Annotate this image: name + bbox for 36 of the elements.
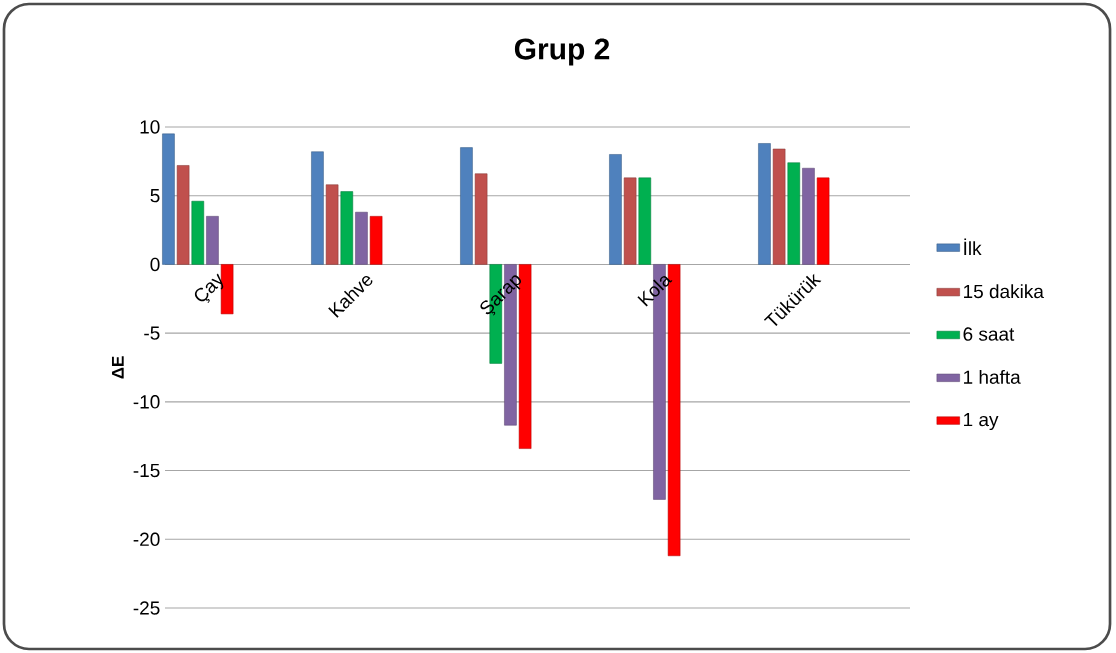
bar [369, 216, 383, 265]
y-tick-label: -25 [133, 601, 160, 615]
x-tick-label: Kola [637, 275, 673, 307]
y-axis-title: ΔE [111, 356, 124, 379]
legend-label: İlk [964, 238, 982, 255]
x-tick-label: Çay [194, 273, 224, 304]
y-tick-label: -10 [133, 395, 160, 409]
y-tick-label: -15 [133, 463, 160, 478]
bar [787, 162, 801, 265]
bar [206, 216, 219, 265]
bar [609, 154, 622, 265]
bar [758, 143, 771, 265]
bar [311, 151, 324, 265]
bar [176, 165, 190, 265]
legend-label: 15 dakika [964, 284, 1044, 299]
legend-label: 1 ay [964, 413, 999, 431]
bar [623, 177, 637, 265]
bar [162, 133, 175, 265]
y-tick-label: -20 [133, 532, 160, 547]
legend-label: 1 hafta [964, 369, 1021, 384]
y-tick-label: 5 [150, 189, 160, 203]
bar [802, 167, 815, 265]
bar [325, 184, 339, 265]
bar [816, 177, 830, 265]
y-tick-label: 0 [150, 257, 160, 272]
bar [191, 200, 205, 265]
bar [355, 211, 368, 265]
bar [340, 191, 354, 265]
bar [460, 147, 473, 265]
legend-label: 6 saat [963, 327, 1015, 341]
bar [638, 177, 652, 265]
y-tick-label: -5 [144, 326, 160, 340]
y-tick-label: 10 [140, 120, 160, 134]
bar [474, 173, 488, 265]
chart-title: Grup 2 [514, 38, 610, 66]
bar [772, 148, 786, 265]
